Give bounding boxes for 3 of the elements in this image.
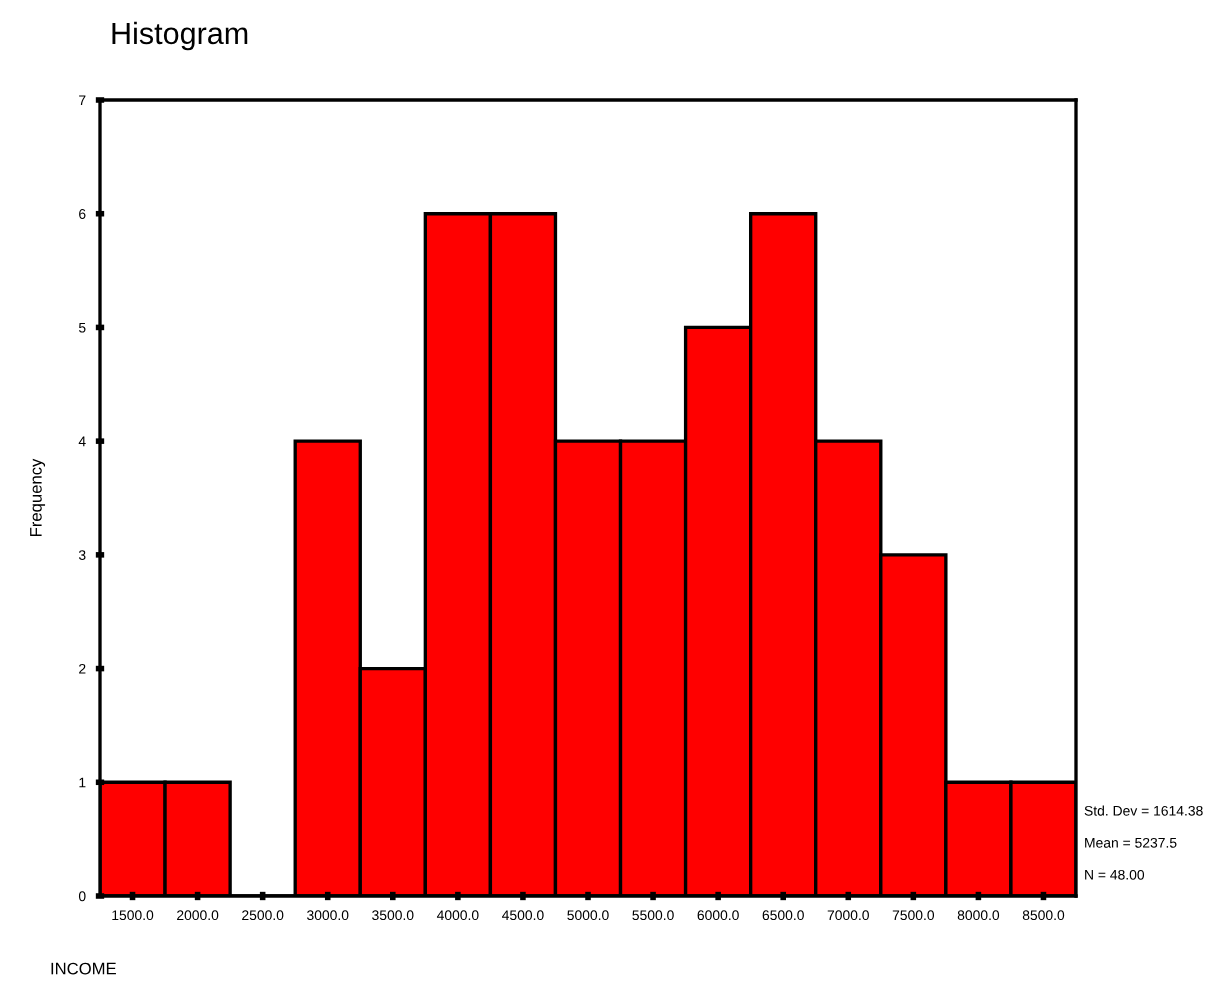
chart-title: Histogram xyxy=(112,21,248,51)
y-axis-title: Frequency xyxy=(30,458,46,536)
x-axis-title: INCOME xyxy=(51,962,116,975)
